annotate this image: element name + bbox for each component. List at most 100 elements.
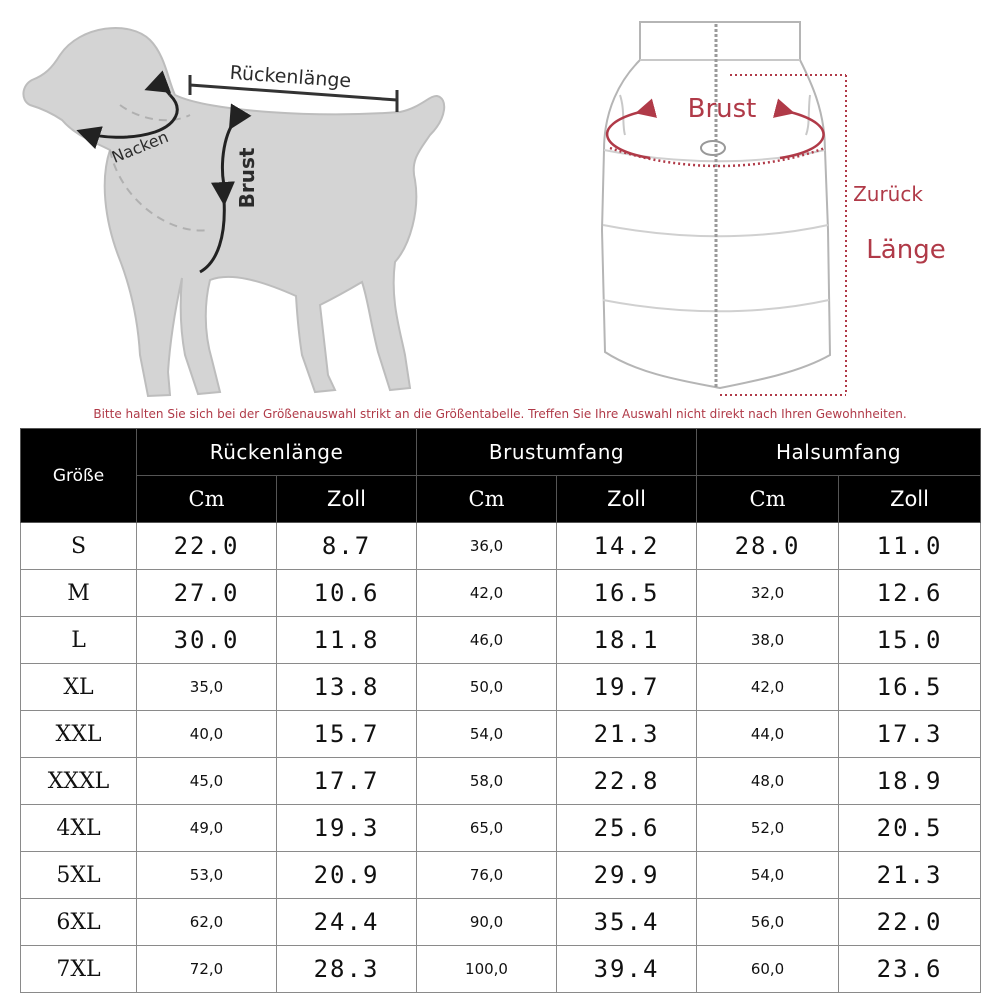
chest-inch-cell: 22.8 <box>556 757 698 805</box>
chest-cm-cell: 100,0 <box>416 945 558 993</box>
back-cm-header: Cm <box>136 475 277 523</box>
back-length-marker: Rückenlänge <box>188 62 399 112</box>
size-cell: S <box>20 522 137 570</box>
size-cell: XL <box>20 663 137 711</box>
back-cm-cell: 49,0 <box>136 804 277 852</box>
chest-cm-cell: 65,0 <box>416 804 558 852</box>
chest-inch-cell: 21.3 <box>556 710 698 758</box>
back-cm-cell: 72,0 <box>136 945 277 993</box>
neck-cm-cell: 48,0 <box>696 757 840 805</box>
table-row: 4XL 49,0 19.3 65,0 25.6 52,0 20.5 <box>20 804 982 852</box>
back-cm-cell: 27.0 <box>136 569 277 617</box>
neck-cm-cell: 56,0 <box>696 898 840 946</box>
back-cm-cell: 35,0 <box>136 663 277 711</box>
chest-inch-cell: 19.7 <box>556 663 698 711</box>
chest-cm-cell: 90,0 <box>416 898 558 946</box>
chest-inch-cell: 29.9 <box>556 851 698 899</box>
table-row: M 27.0 10.6 42,0 16.5 32,0 12.6 <box>20 569 982 617</box>
neck-inch-cell: 17.3 <box>838 710 982 758</box>
vest-illustration <box>600 21 832 390</box>
back-inch-cell: 24.4 <box>275 898 418 946</box>
chest-inch-cell: 18.1 <box>556 616 698 664</box>
back-cm-cell: 53,0 <box>136 851 277 899</box>
neck-circumference-header: Halsumfang <box>696 428 982 476</box>
neck-cm-cell: 60,0 <box>696 945 840 993</box>
neck-inch-cell: 20.5 <box>838 804 982 852</box>
neck-inch-cell: 18.9 <box>838 757 982 805</box>
size-cell: 5XL <box>20 851 137 899</box>
chest-cm-header: Cm <box>416 475 558 523</box>
table-row: XXXL 45,0 17.7 58,0 22.8 48,0 18.9 <box>20 757 982 805</box>
back-inch-cell: 20.9 <box>275 851 418 899</box>
chest-cm-cell: 58,0 <box>416 757 558 805</box>
size-cell: XXXL <box>20 757 137 805</box>
back-inch-header: Zoll <box>275 475 418 523</box>
neck-inch-header: Zoll <box>838 475 982 523</box>
table-row: S 22.0 8.7 36,0 14.2 28.0 11.0 <box>20 522 982 570</box>
chest-cm-cell: 76,0 <box>416 851 558 899</box>
back-inch-cell: 8.7 <box>275 522 418 570</box>
chest-circumference-header: Brustumfang <box>416 428 698 476</box>
neck-cm-header: Cm <box>696 475 840 523</box>
table-row: 6XL 62,0 24.4 90,0 35.4 56,0 22.0 <box>20 898 982 946</box>
neck-inch-cell: 21.3 <box>838 851 982 899</box>
size-cell: 4XL <box>20 804 137 852</box>
chest-cm-cell: 54,0 <box>416 710 558 758</box>
back-inch-cell: 28.3 <box>275 945 418 993</box>
back-cm-cell: 40,0 <box>136 710 277 758</box>
chest-inch-cell: 39.4 <box>556 945 698 993</box>
back-cm-cell: 22.0 <box>136 522 277 570</box>
chest-inch-header: Zoll <box>556 475 698 523</box>
back-inch-cell: 11.8 <box>275 616 418 664</box>
back-length-header: Rückenlänge <box>135 428 418 476</box>
back-cm-cell: 45,0 <box>136 757 277 805</box>
neck-inch-cell: 23.6 <box>838 945 982 993</box>
table-row: 5XL 53,0 20.9 76,0 29.9 54,0 21.3 <box>20 851 982 899</box>
neck-cm-cell: 42,0 <box>696 663 840 711</box>
size-cell: XXL <box>20 710 137 758</box>
vest-chest-marker: Brust <box>606 94 826 168</box>
neck-cm-cell: 32,0 <box>696 569 840 617</box>
dog-chest-label: Brust <box>235 147 259 208</box>
neck-cm-cell: 38,0 <box>696 616 840 664</box>
size-notice: Bitte halten Sie sich bei der Größenausw… <box>93 407 907 421</box>
chest-cm-cell: 50,0 <box>416 663 558 711</box>
chest-cm-cell: 46,0 <box>416 616 558 664</box>
table-row: XL 35,0 13.8 50,0 19.7 42,0 16.5 <box>20 663 982 711</box>
vest-back-label: Zurück <box>853 182 923 206</box>
size-cell: 6XL <box>20 898 137 946</box>
back-cm-cell: 30.0 <box>136 616 277 664</box>
size-chart-table: Größe Rückenlänge Brustumfang Halsumfang… <box>20 428 982 993</box>
table-row: XXL 40,0 15.7 54,0 21.3 44,0 17.3 <box>20 710 982 758</box>
measurement-illustration: Rückenlänge Nacken Brust Brust Zurück <box>22 21 946 398</box>
chest-inch-cell: 14.2 <box>556 522 698 570</box>
chest-cm-cell: 42,0 <box>416 569 558 617</box>
back-inch-cell: 13.8 <box>275 663 418 711</box>
neck-cm-cell: 44,0 <box>696 710 840 758</box>
back-cm-cell: 62,0 <box>136 898 277 946</box>
back-inch-cell: 17.7 <box>275 757 418 805</box>
vest-length-label: Länge <box>866 235 945 265</box>
neck-inch-cell: 12.6 <box>838 569 982 617</box>
vest-chest-label: Brust <box>688 94 757 124</box>
size-column-header: Größe <box>20 428 137 523</box>
size-cell: 7XL <box>20 945 137 993</box>
back-inch-cell: 19.3 <box>275 804 418 852</box>
dog-chest-marker: Brust <box>199 103 259 274</box>
neck-cm-cell: 28.0 <box>696 522 840 570</box>
vest-length-marker: Zurück Länge <box>720 74 946 396</box>
back-inch-cell: 15.7 <box>275 710 418 758</box>
size-cell: M <box>20 569 137 617</box>
neck-cm-cell: 52,0 <box>696 804 840 852</box>
chest-inch-cell: 25.6 <box>556 804 698 852</box>
table-row: L 30.0 11.8 46,0 18.1 38,0 15.0 <box>20 616 982 664</box>
chest-inch-cell: 16.5 <box>556 569 698 617</box>
neck-cm-cell: 54,0 <box>696 851 840 899</box>
dog-silhouette <box>22 27 446 398</box>
back-inch-cell: 10.6 <box>275 569 418 617</box>
table-row: 7XL 72,0 28.3 100,0 39.4 60,0 23.6 <box>20 945 982 993</box>
chest-cm-cell: 36,0 <box>416 522 558 570</box>
neck-inch-cell: 11.0 <box>838 522 982 570</box>
neck-inch-cell: 22.0 <box>838 898 982 946</box>
chest-inch-cell: 35.4 <box>556 898 698 946</box>
